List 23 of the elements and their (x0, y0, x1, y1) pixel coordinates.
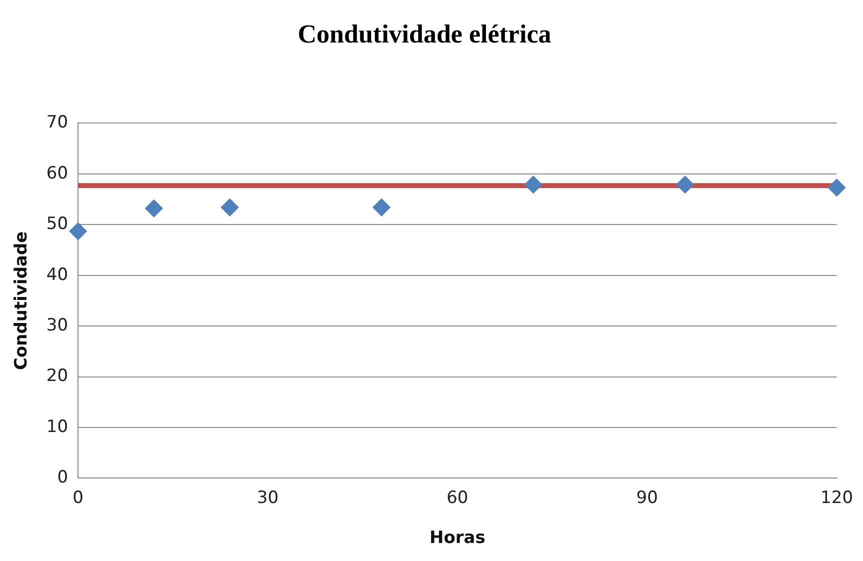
y-tick-label: 30 (46, 315, 68, 336)
y-tick-label: 60 (46, 163, 68, 184)
y-tick-label: 50 (46, 214, 68, 234)
x-axis-title: Horas (429, 528, 486, 548)
point (372, 198, 391, 216)
point (524, 176, 542, 194)
y-tick-label: 0 (57, 468, 68, 488)
x-tick-label: 30 (256, 488, 279, 508)
point (828, 178, 846, 197)
point (144, 199, 163, 218)
x-tick-label: 60 (446, 488, 468, 508)
y-tick-label: 10 (46, 416, 68, 437)
x-tick-label: 90 (636, 488, 658, 508)
y-tick-label: 40 (46, 264, 68, 285)
chart-title: Condutividade elétrica (298, 19, 552, 48)
x-tick-label: 0 (72, 488, 84, 508)
point (676, 176, 694, 194)
y-tick-label: 20 (46, 366, 68, 386)
y-axis-title: Condutividade (12, 231, 32, 370)
point (220, 198, 239, 216)
point (69, 222, 88, 240)
x-tick-label: 120 (820, 488, 854, 508)
y-tick-label: 70 (46, 112, 68, 133)
